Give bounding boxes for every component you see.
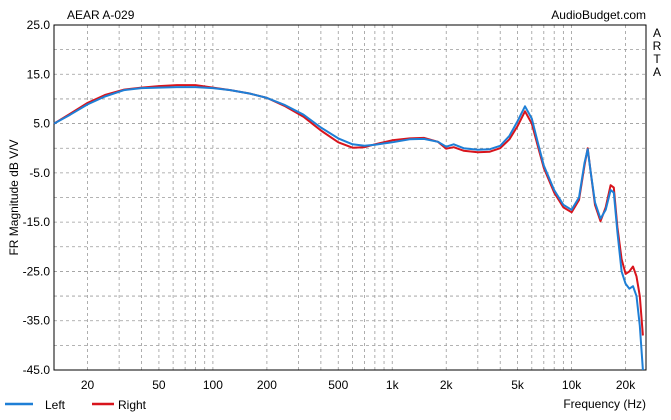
y-tick-label: 5.0 bbox=[33, 117, 50, 131]
x-tick-labels: 20 50 100 200 500 1k 2k 5k 10k 20k bbox=[81, 378, 636, 392]
side-label-letter: R bbox=[653, 39, 662, 53]
y-axis-label: FR Magnitude dB V/V bbox=[7, 139, 21, 255]
y-tick-label: -5.0 bbox=[29, 166, 50, 180]
side-label-letter: A bbox=[653, 26, 661, 40]
legend-left-label: Left bbox=[45, 398, 66, 412]
x-tick-label: 10k bbox=[562, 378, 582, 392]
series-lines bbox=[53, 84, 644, 371]
series-line-left bbox=[53, 86, 644, 371]
plot-frame bbox=[53, 24, 647, 371]
side-label-letter: A bbox=[653, 65, 661, 79]
x-tick-label: 20k bbox=[616, 378, 636, 392]
y-tick-label: 25.0 bbox=[27, 18, 51, 32]
x-tick-label: 50 bbox=[152, 378, 166, 392]
x-axis-label: Frequency (Hz) bbox=[563, 397, 646, 411]
legend-right-label: Right bbox=[118, 398, 147, 412]
y-tick-label: 15.0 bbox=[27, 67, 51, 81]
y-tick-label: -45.0 bbox=[23, 363, 51, 377]
x-tick-label: 500 bbox=[328, 378, 348, 392]
y-tick-label: -15.0 bbox=[23, 215, 51, 229]
x-tick-label: 1k bbox=[386, 378, 400, 392]
x-tick-label: 2k bbox=[440, 378, 454, 392]
grid-lines bbox=[54, 24, 646, 371]
legend: Left Right bbox=[5, 398, 147, 412]
y-tick-label: -25.0 bbox=[23, 264, 51, 278]
y-tick-label: -35.0 bbox=[23, 314, 51, 328]
side-label-letter: T bbox=[653, 52, 661, 66]
x-tick-label: 20 bbox=[81, 378, 95, 392]
x-tick-label: 100 bbox=[203, 378, 223, 392]
x-tick-label: 5k bbox=[511, 378, 525, 392]
chart-title: AEAR A-029 bbox=[67, 8, 135, 22]
y-tick-labels: 25.0 15.0 5.0 -5.0 -15.0 -25.0 -35.0 -45.0 bbox=[23, 18, 51, 377]
watermark-text: AudioBudget.com bbox=[551, 8, 646, 22]
x-tick-label: 200 bbox=[257, 378, 277, 392]
